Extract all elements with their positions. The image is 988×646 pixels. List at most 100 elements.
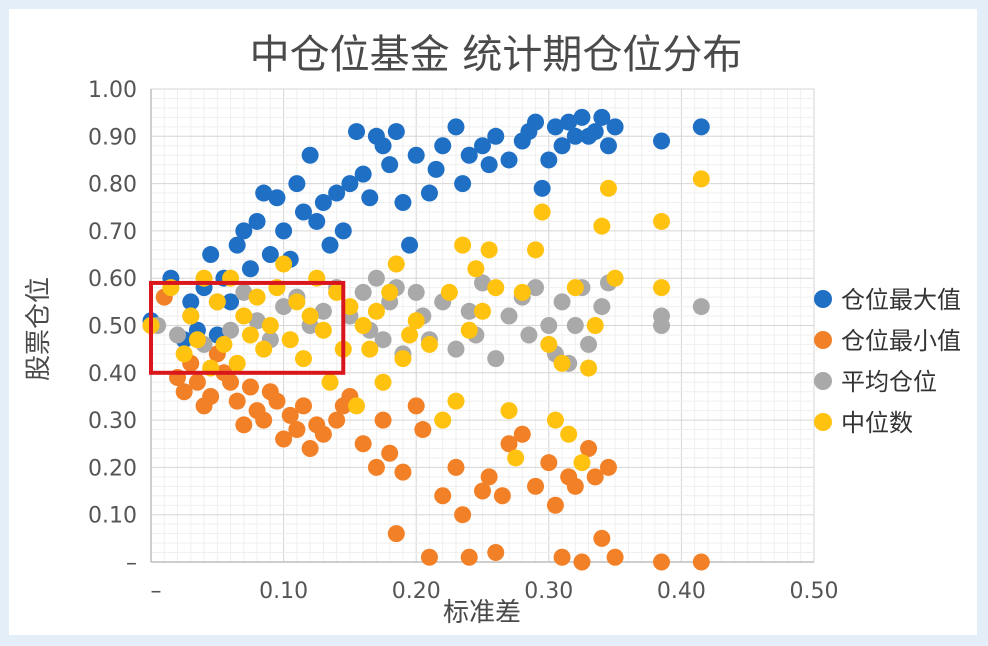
data-point — [288, 175, 306, 193]
x-tick-label: 0.10 — [259, 579, 308, 604]
data-point — [367, 458, 385, 476]
data-point — [407, 312, 425, 330]
data-point — [301, 307, 319, 325]
data-point — [692, 298, 710, 316]
data-point — [188, 331, 206, 349]
data-point — [480, 156, 498, 174]
series-3 — [142, 170, 710, 472]
data-point — [328, 411, 346, 429]
data-point — [653, 279, 671, 297]
data-point — [407, 283, 425, 301]
data-point — [420, 335, 438, 353]
data-point — [401, 236, 419, 254]
data-point — [275, 298, 293, 316]
data-point — [566, 279, 584, 297]
data-point — [533, 179, 551, 197]
y-tick-label: 0.40 — [88, 362, 137, 387]
data-point — [222, 293, 240, 311]
legend-label: 仓位最大值 — [841, 286, 961, 314]
data-point — [599, 137, 617, 155]
data-point — [474, 482, 491, 500]
data-point — [580, 335, 598, 353]
data-point — [401, 326, 419, 344]
data-point — [540, 335, 558, 353]
data-point — [354, 165, 372, 183]
data-point — [566, 127, 584, 145]
data-point — [387, 123, 405, 141]
data-point — [580, 439, 598, 457]
data-point — [235, 222, 253, 240]
data-point — [367, 302, 385, 320]
data-point — [354, 435, 372, 453]
data-point — [692, 170, 710, 188]
data-point — [235, 307, 253, 325]
data-point — [566, 477, 584, 495]
data-point — [208, 293, 226, 311]
legend-marker — [814, 331, 832, 349]
data-point — [275, 255, 293, 273]
data-point — [653, 307, 671, 325]
data-point — [593, 108, 611, 126]
data-point — [546, 496, 564, 514]
data-point — [513, 283, 531, 301]
data-point — [314, 321, 332, 339]
data-point — [275, 430, 293, 448]
data-point — [381, 444, 399, 462]
data-point — [348, 397, 366, 415]
data-point — [533, 203, 551, 221]
legend-marker — [814, 372, 832, 390]
data-point — [500, 435, 518, 453]
data-point — [182, 293, 200, 311]
y-tick-label: 0.60 — [88, 267, 137, 292]
data-point — [348, 123, 366, 141]
chart-title: 中仓位基金 统计期仓位分布 — [250, 32, 743, 78]
legend-label: 中位数 — [841, 409, 913, 437]
data-point — [527, 477, 545, 495]
data-point — [341, 175, 359, 193]
data-point — [188, 373, 206, 391]
data-point — [222, 321, 240, 339]
data-point — [527, 113, 545, 131]
data-point — [420, 184, 438, 202]
data-point — [487, 127, 505, 145]
y-tick-label: – — [126, 551, 137, 576]
data-point — [513, 425, 531, 443]
data-point — [434, 487, 452, 505]
data-point — [241, 378, 259, 396]
data-point — [692, 553, 710, 571]
data-point — [275, 222, 293, 240]
data-point — [268, 392, 286, 410]
data-point — [394, 194, 412, 212]
data-point — [175, 345, 193, 363]
data-point — [175, 383, 193, 401]
data-point — [440, 283, 458, 301]
data-point — [294, 350, 312, 368]
data-point — [321, 236, 339, 254]
data-point — [301, 439, 319, 457]
data-point — [454, 506, 472, 524]
data-point — [334, 222, 352, 240]
data-point — [454, 236, 472, 254]
data-point — [474, 274, 491, 292]
x-tick-label: – — [151, 579, 162, 604]
data-point — [480, 241, 498, 259]
data-point — [314, 302, 332, 320]
data-point — [169, 326, 187, 344]
y-tick-label: 0.20 — [88, 456, 137, 481]
y-tick-label: 0.90 — [88, 125, 137, 150]
data-point — [314, 194, 332, 212]
data-point — [434, 137, 452, 155]
data-point — [540, 151, 558, 169]
data-point — [328, 283, 346, 301]
data-point — [540, 454, 558, 472]
data-point — [692, 118, 710, 136]
data-point — [460, 321, 478, 339]
data-point — [586, 123, 604, 141]
data-point — [586, 468, 604, 486]
data-point — [261, 317, 279, 334]
data-point — [500, 151, 518, 169]
data-point — [255, 411, 273, 429]
data-point — [394, 463, 412, 481]
x-axis-label: 标准差 — [443, 598, 521, 628]
data-points — [142, 108, 710, 571]
